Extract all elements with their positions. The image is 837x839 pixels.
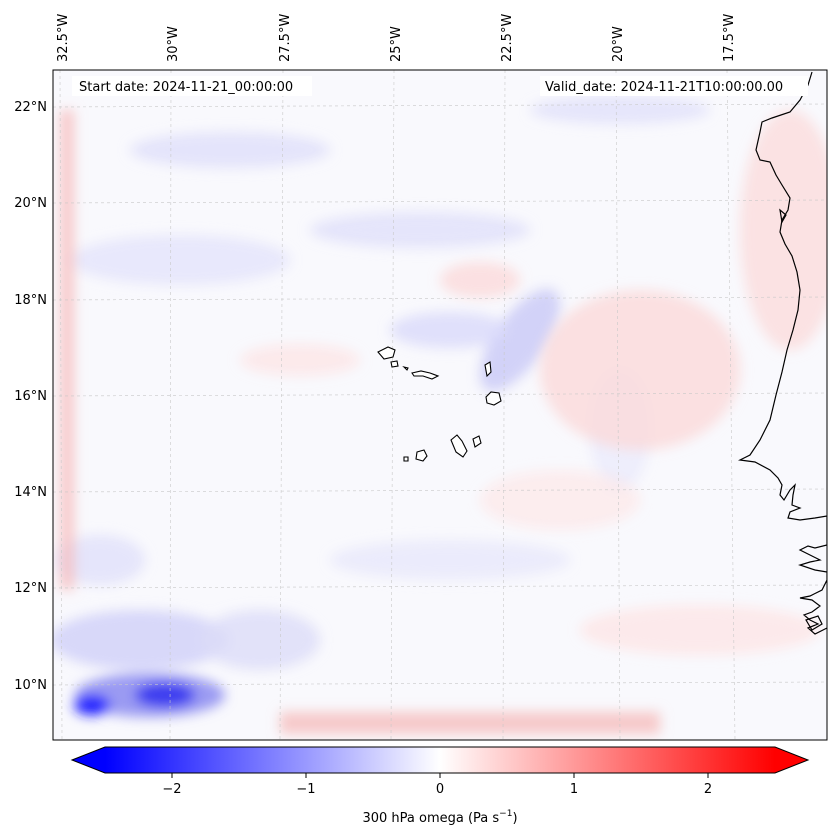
omega-patch <box>480 470 640 530</box>
colorbar-outline <box>70 746 810 774</box>
lon-label: 32.5°W <box>56 14 71 62</box>
coastline <box>737 71 827 635</box>
lat-label: 12°N <box>14 581 47 596</box>
colorbar-units-close: ) <box>512 811 517 826</box>
lat-label: 16°N <box>14 389 47 404</box>
omega-patch <box>740 110 827 350</box>
lon-gridline <box>726 70 736 740</box>
lon-label: 27.5°W <box>278 14 293 62</box>
longitude-labels: 32.5°W 30°W 27.5°W 25°W 22.5°W 20°W 17.5… <box>56 14 737 62</box>
lon-gridline <box>59 70 63 740</box>
start-date-bg <box>72 76 312 96</box>
coastline-detail <box>805 615 823 631</box>
island-sal <box>484 361 492 378</box>
colorbar-extend-min <box>72 747 105 773</box>
omega-patch <box>200 610 320 670</box>
omega-patch <box>390 312 510 348</box>
colorbar-ticks <box>171 773 709 778</box>
omega-patch <box>70 235 290 285</box>
colorbar-tick-label: −1 <box>296 782 315 797</box>
omega-patch <box>540 290 740 450</box>
omega-patch <box>440 262 520 298</box>
colorbar-units: (Pa s <box>468 811 499 826</box>
colorbar: −2 −1 0 1 2 300 hPa omega (Pa s−1) <box>70 746 810 826</box>
island-brava <box>403 456 409 462</box>
valid-date-bg <box>540 76 808 96</box>
island-santa-luzia <box>402 365 409 371</box>
lon-label: 17.5°W <box>722 14 737 62</box>
island-sao-nicolau <box>411 370 440 380</box>
lon-gridline <box>502 70 506 740</box>
start-date-box: Start date: 2024-11-21_00:00:00 <box>72 76 312 96</box>
omega-patch <box>135 683 195 707</box>
lat-label: 22°N <box>14 100 47 115</box>
colorbar-tick-label: 0 <box>436 782 444 797</box>
colorbar-body <box>105 747 775 773</box>
lat-label: 14°N <box>14 485 47 500</box>
omega-positive-field <box>60 110 827 734</box>
colorbar-label: 300 hPa omega (Pa s−1) <box>362 809 517 826</box>
latitude-labels: 22°N 20°N 18°N 16°N 14°N 12°N 10°N <box>14 100 47 693</box>
african-coastline <box>737 71 827 635</box>
island-boa-vista <box>485 391 502 406</box>
omega-patch <box>479 288 561 392</box>
lon-label: 22.5°W <box>500 14 515 62</box>
coastline-detail <box>779 208 787 224</box>
valid-date: Valid_date: 2024-11-21T10:00:00.00 <box>545 80 783 95</box>
lon-label: 20°W <box>611 26 626 62</box>
omega-patch <box>53 610 230 670</box>
colorbar-units-exp: −1 <box>499 809 512 819</box>
lat-label: 18°N <box>14 293 47 308</box>
island-fogo <box>415 449 428 462</box>
start-date: Start date: 2024-11-21_00:00:00 <box>79 80 293 95</box>
lat-label: 10°N <box>14 678 47 693</box>
omega-patch <box>280 712 660 734</box>
island-santo-antao <box>377 346 396 360</box>
omega-patch <box>530 96 710 124</box>
map-plot-area: Start date: 2024-11-21_00:00:00 Valid_da… <box>53 70 827 740</box>
omega-patch <box>310 212 530 248</box>
lon-gridline <box>279 70 284 740</box>
gridlines <box>53 70 827 740</box>
island-sao-vicente <box>390 360 399 368</box>
omega-patch <box>580 605 820 655</box>
colorbar-extend-max <box>775 747 808 773</box>
omega-patch <box>55 535 145 585</box>
omega-patch <box>330 540 570 580</box>
island-santiago <box>450 434 468 458</box>
lat-label: 20°N <box>14 196 47 211</box>
valid-date-box: Valid_date: 2024-11-21T10:00:00.00 <box>540 76 808 96</box>
cape-verde-islands <box>377 346 502 462</box>
omega-patch <box>74 695 110 715</box>
lon-label: 25°W <box>389 26 404 62</box>
lon-gridline <box>169 70 172 740</box>
island-maio <box>472 435 482 448</box>
colorbar-tick-label: 2 <box>704 782 712 797</box>
lon-label: 30°W <box>166 26 181 62</box>
colorbar-tick-label: −2 <box>162 782 181 797</box>
map-frame <box>52 69 828 741</box>
omega-patch <box>240 344 360 376</box>
omega-patch <box>130 132 330 168</box>
colorbar-tick-label: 1 <box>570 782 578 797</box>
colorbar-variable: 300 hPa omega <box>362 811 463 826</box>
lon-gridline <box>390 70 395 740</box>
omega-patch <box>60 110 74 590</box>
lon-gridline <box>615 70 621 740</box>
